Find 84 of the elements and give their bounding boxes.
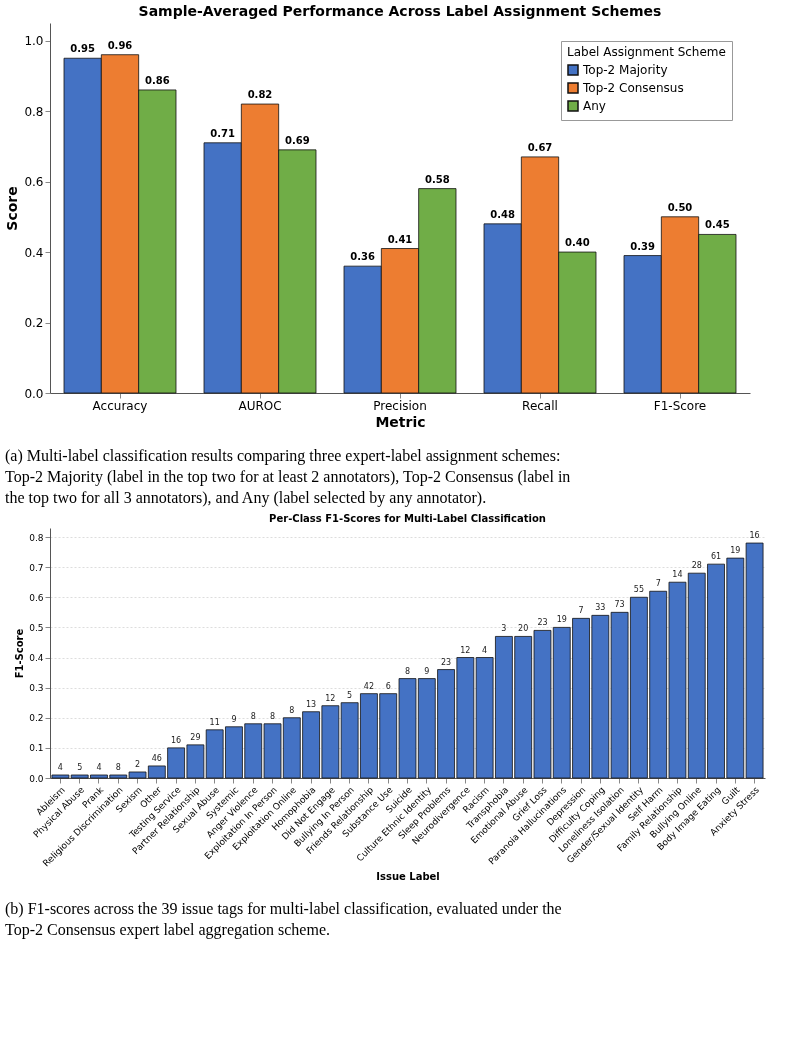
y-tick-label: 0.7	[29, 562, 44, 573]
chart-title: Per-Class F1-Scores for Multi-Label Classification	[269, 513, 546, 524]
data-label: 0.86	[144, 74, 170, 86]
data-label: 0.71	[210, 127, 236, 139]
data-label: 0.45	[704, 219, 730, 231]
annotation: 28	[691, 561, 702, 571]
y-axis-title: F1-Score	[14, 628, 26, 679]
annotation: 16	[171, 735, 182, 745]
annotation: 9	[424, 666, 430, 676]
annotation: 61	[710, 552, 722, 562]
annotation: 23	[440, 657, 452, 667]
x-tick-label: Recall	[522, 398, 558, 413]
annotation: 5	[77, 762, 83, 772]
annotation: 42	[363, 681, 375, 691]
x-tick-label: Precision	[373, 398, 427, 413]
y-tick-label: 0.6	[24, 175, 44, 190]
annotation: 8	[404, 666, 411, 676]
data-label: 0.48	[490, 208, 516, 220]
y-tick-label: 0.8	[29, 532, 44, 543]
data-label: 0.95	[70, 43, 96, 55]
x-tick-label: Accuracy	[92, 398, 148, 413]
chart-title: Sample-Averaged Performance Across Label Assignment Schemes	[138, 3, 662, 19]
y-tick-label: 0.1	[29, 743, 44, 754]
y-tick-label: 0.4	[24, 245, 44, 260]
annotation: 7	[578, 606, 584, 616]
y-tick-label: 0.5	[29, 622, 44, 633]
data-label: 0.36	[350, 251, 376, 263]
annotation: 55	[633, 585, 644, 595]
annotation: 11	[209, 717, 220, 727]
text: (b) F1-scores across the 39 issue tags for multi-label classification, evaluated under the Top-2 Consensus expert label aggregation scheme.	[5, 899, 562, 939]
data-label: 0.69	[284, 134, 310, 146]
x-axis-title: Metric	[375, 413, 426, 430]
annotation: 8	[289, 705, 295, 715]
legend-label: Top-2 Consensus	[582, 81, 684, 95]
annotation: 29	[190, 732, 201, 742]
x-axis-title: Issue Label	[376, 871, 440, 883]
legend-label: Any	[583, 99, 606, 113]
legend-title: Label Assignment Scheme	[567, 45, 726, 59]
data-label: 0.39	[630, 240, 656, 252]
data-label: 0.41	[387, 233, 413, 245]
annotation: 23	[537, 618, 548, 628]
annotation: 6	[385, 681, 391, 691]
legend-label: Top-2 Majority	[582, 63, 668, 77]
data-label: 0.67	[527, 141, 553, 153]
annotation: 3	[501, 624, 507, 634]
annotation: 19	[730, 546, 741, 556]
y-tick-label: 1.0	[24, 34, 44, 49]
annotation: 5	[347, 690, 353, 700]
annotation: 16	[749, 531, 760, 541]
annotation: 4	[96, 762, 102, 772]
annotation: 4	[57, 762, 63, 772]
annotation: 46	[151, 753, 162, 763]
y-axis-title: Score	[4, 186, 21, 231]
annotation: 8	[250, 711, 256, 721]
data-label: 0.50	[667, 201, 693, 213]
annotation: 20	[518, 624, 529, 634]
annotation: 19	[556, 615, 567, 625]
y-tick-label: 0.2	[24, 316, 44, 331]
y-tick-label: 0.0	[24, 386, 44, 401]
x-tick-label: AUROC	[238, 398, 282, 413]
y-tick-label: 0.0	[29, 773, 44, 784]
annotation: 8	[269, 711, 276, 721]
annotation: 33	[595, 603, 606, 613]
data-label: 0.96	[107, 39, 133, 51]
annotation: 9	[231, 714, 237, 724]
y-tick-label: 0.6	[29, 592, 44, 603]
annotation: 14	[672, 570, 683, 580]
annotation: 7	[655, 579, 661, 589]
annotation: 13	[305, 699, 317, 709]
annotation: 12	[325, 693, 336, 703]
y-tick-label: 0.8	[24, 104, 44, 119]
annotation: 73	[614, 600, 625, 610]
x-tick-label: F1-Score	[653, 398, 707, 413]
annotation: 4	[482, 645, 488, 655]
y-tick-label: 0.4	[29, 653, 44, 664]
text: (a) Multi-label classification results comparing three expert-label assignment schemes: Top-2 Majority (label in the top two for at least 2 annotators), Top-2 Consensus (label in the top two for all 3 annotators), and Any (label selected by any annotator).	[5, 446, 571, 507]
y-tick-label: 0.3	[29, 683, 44, 694]
annotation: 8	[115, 762, 121, 772]
data-label: 0.82	[247, 89, 273, 101]
annotation: 12	[460, 645, 471, 655]
annotation: 2	[135, 759, 141, 769]
data-label: 0.40	[564, 237, 590, 249]
data-label: 0.58	[424, 173, 450, 185]
y-tick-label: 0.2	[29, 713, 44, 724]
